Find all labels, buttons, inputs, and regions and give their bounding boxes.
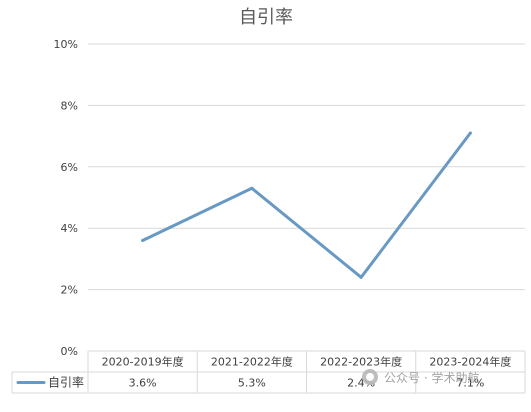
data-point — [468, 131, 472, 135]
data-point — [359, 275, 363, 279]
data-point — [250, 186, 254, 190]
x-category-label: 2021-2022年度 — [211, 355, 293, 369]
watermark-text: 公众号 · 学术助航 — [384, 370, 480, 385]
x-category-label: 2023-2024年度 — [429, 355, 511, 369]
table-value-cell: 3.6% — [129, 377, 157, 390]
y-tick-label: 10% — [54, 38, 78, 51]
wechat-logo-icon — [362, 369, 378, 385]
y-tick-label: 0% — [61, 345, 78, 358]
y-axis-tick-labels: 0% 2% 4% 6% 8% 10% — [54, 38, 78, 358]
series-lines — [141, 131, 472, 279]
y-tick-label: 4% — [61, 222, 78, 235]
y-tick-label: 6% — [61, 161, 78, 174]
table-value-cell: 5.3% — [238, 377, 266, 390]
table-value-cell: 7.1% — [456, 377, 484, 390]
gridlines — [88, 43, 525, 352]
y-tick-label: 8% — [61, 99, 78, 112]
chart-title: 自引率 — [239, 7, 293, 28]
data-point — [141, 238, 145, 242]
x-category-label: 2020-2019年度 — [102, 355, 184, 369]
series-line — [141, 131, 472, 279]
watermark: 公众号 · 学术助航 — [362, 368, 479, 386]
y-tick-label: 2% — [61, 284, 78, 297]
data-table: 2020-2019年度 2021-2022年度 2022-2023年度 2023-20… — [11, 351, 526, 394]
x-category-label: 2022-2023年度 — [320, 355, 402, 369]
legend-label: 自引率 — [48, 375, 84, 390]
